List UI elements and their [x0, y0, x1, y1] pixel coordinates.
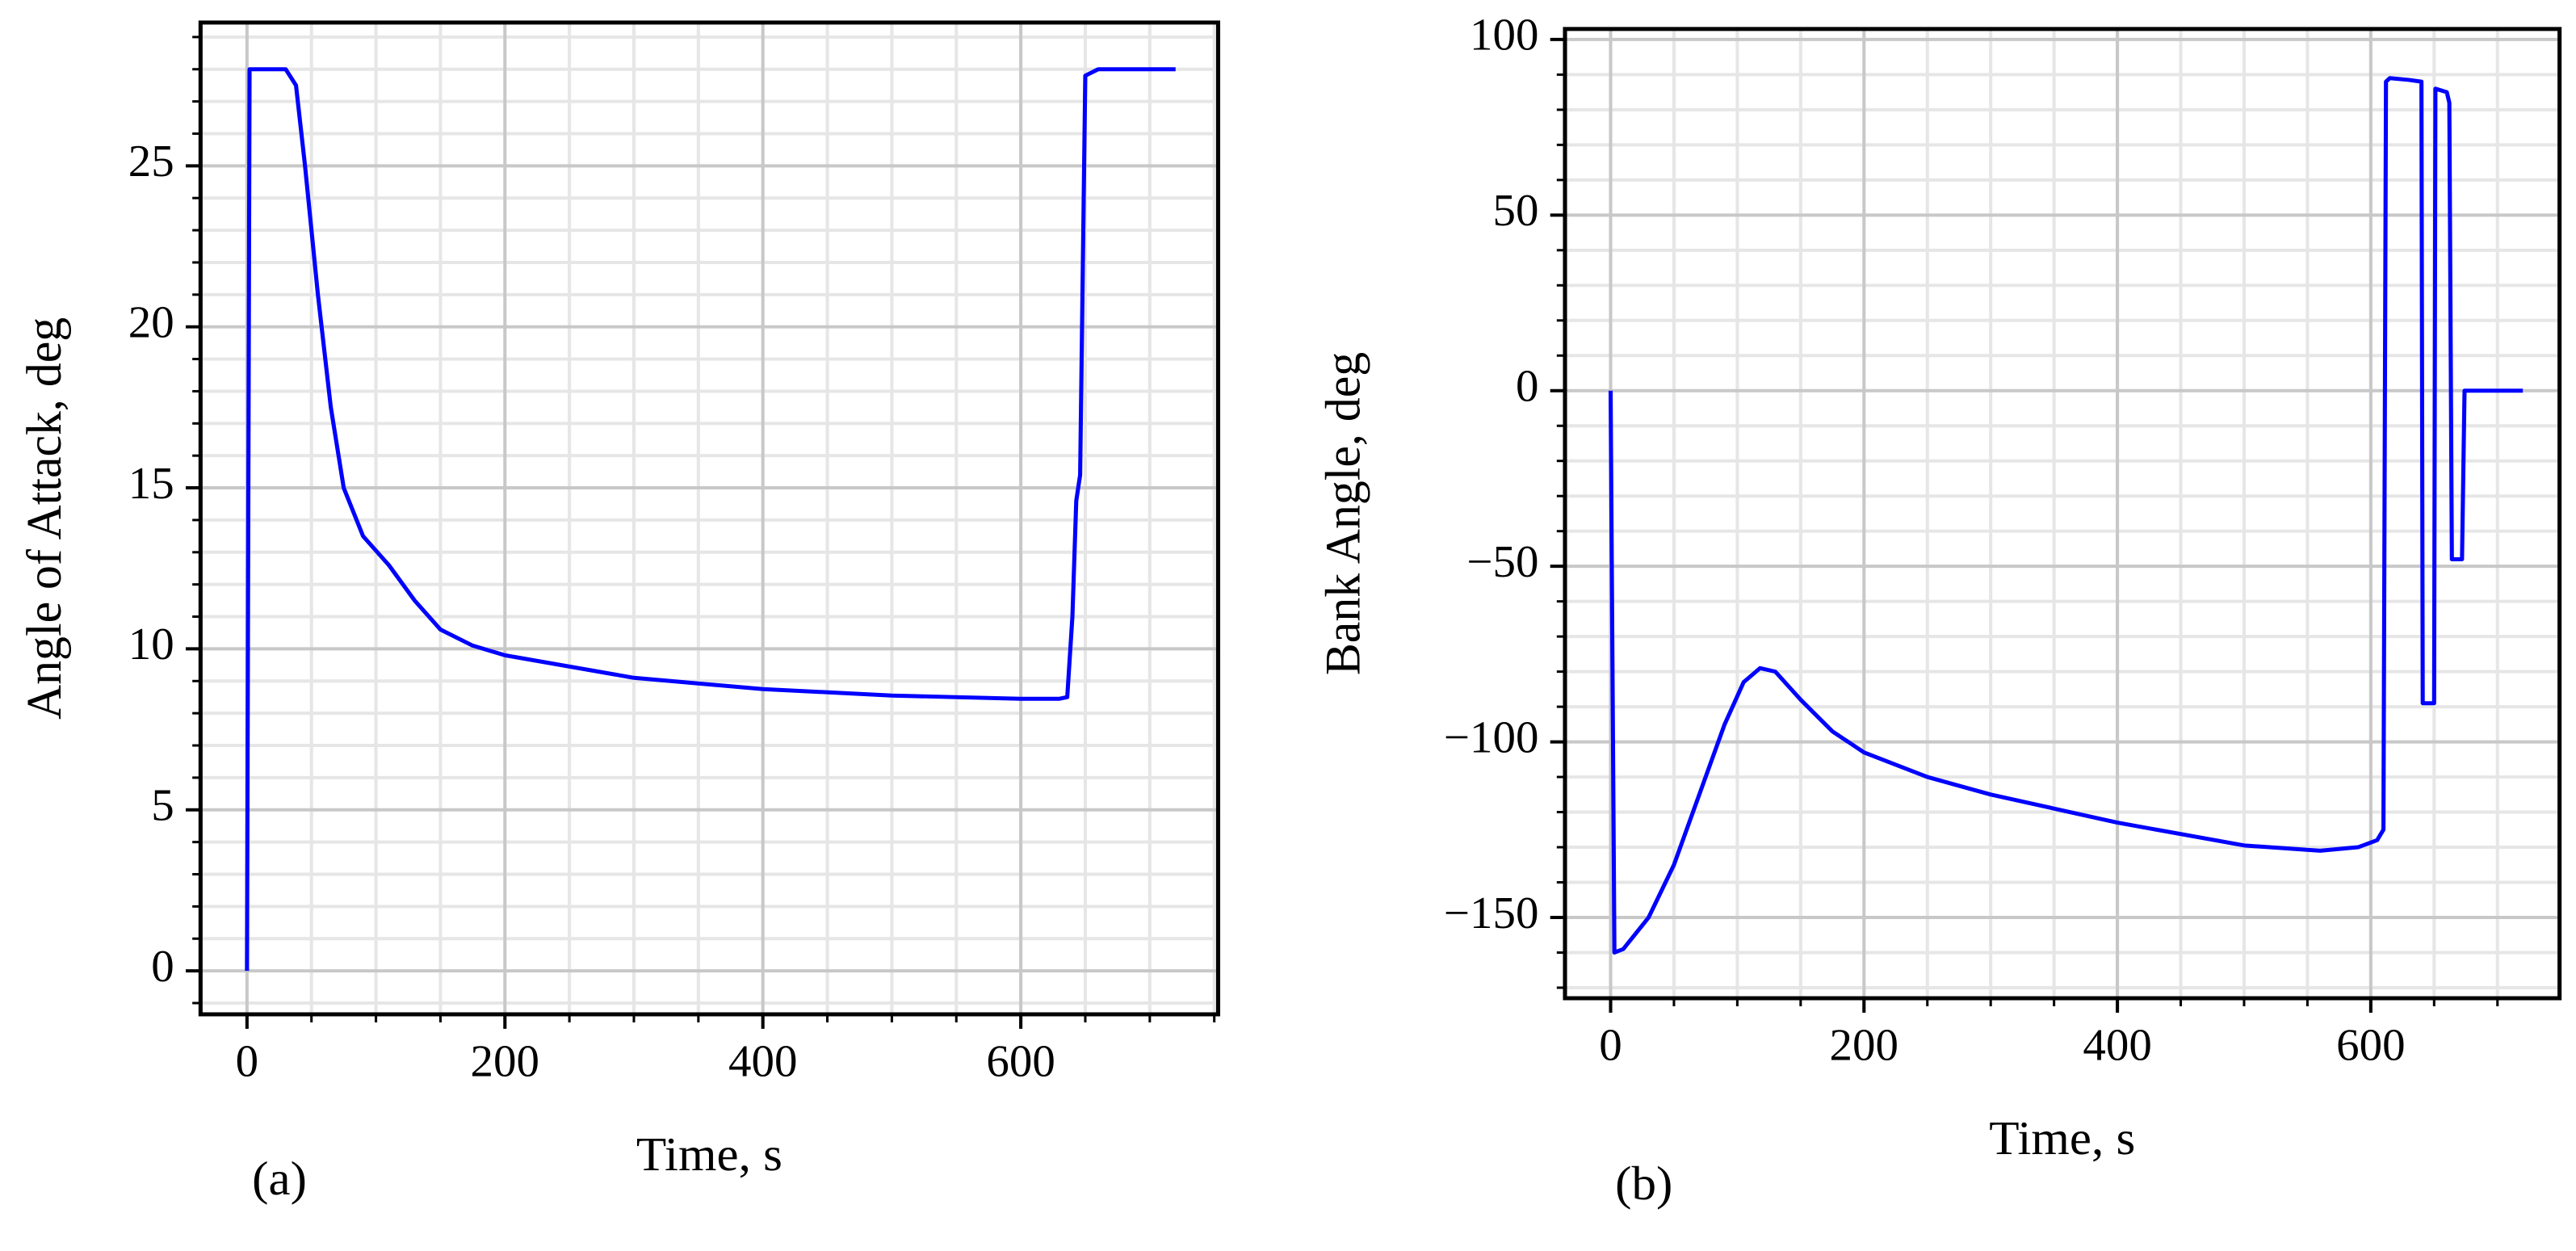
caption: (b) — [1615, 1157, 1672, 1211]
y-tick-label: −150 — [1444, 888, 1539, 938]
x-axis-label: Time, s — [636, 1128, 782, 1182]
y-tick-label: 0 — [151, 942, 174, 991]
y-tick-label: 5 — [151, 781, 174, 830]
data-line — [245, 67, 1176, 972]
x-tick-label: 0 — [1599, 1021, 1622, 1070]
y-tick-label: −50 — [1466, 538, 1538, 587]
x-tick-label: 200 — [1830, 1021, 1898, 1070]
y-tick-label: 10 — [128, 620, 174, 670]
y-axis-label: Bank Angle, deg — [1316, 352, 1371, 675]
x-tick-label: 400 — [2083, 1021, 2151, 1070]
y-tick-label: −100 — [1444, 713, 1539, 762]
y-tick-label: 0 — [1516, 362, 1538, 411]
x-axis-label: Time, s — [1989, 1112, 2135, 1165]
y-tick-label: 25 — [128, 137, 174, 187]
plot-frame — [198, 20, 1221, 1017]
data-line — [1608, 76, 2524, 955]
y-tick-label: 50 — [1492, 187, 1538, 236]
plot-frame — [1563, 27, 2562, 1001]
x-tick-label: 0 — [236, 1037, 258, 1086]
y-axis-label: Angle of Attack, deg — [18, 317, 73, 720]
x-tick-label: 400 — [728, 1037, 797, 1086]
x-tick-label: 200 — [471, 1037, 539, 1086]
y-tick-label: 15 — [128, 459, 174, 508]
y-tick-label: 20 — [128, 298, 174, 347]
caption: (a) — [252, 1152, 307, 1206]
x-tick-label: 600 — [986, 1037, 1055, 1086]
x-tick-label: 600 — [2336, 1021, 2405, 1070]
y-tick-label: 100 — [1470, 10, 1538, 60]
